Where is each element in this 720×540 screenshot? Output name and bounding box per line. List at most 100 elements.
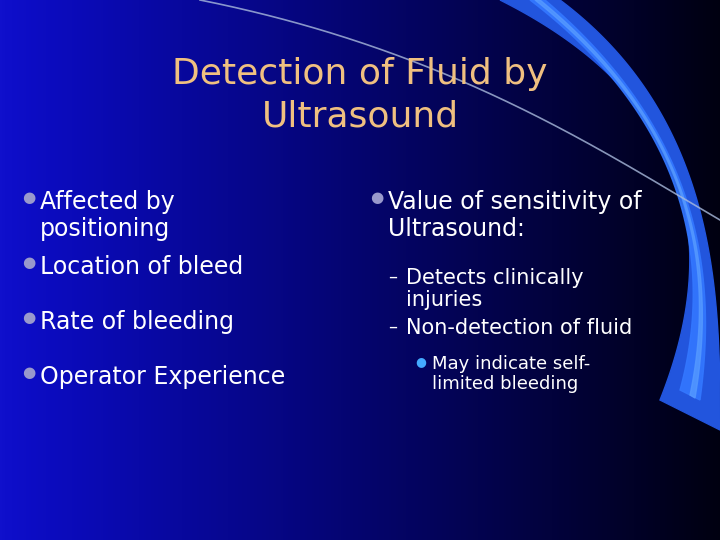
Text: ●: ● bbox=[22, 310, 35, 325]
Bar bbox=[293, 0, 296, 540]
Bar bbox=[574, 0, 577, 540]
Text: ●: ● bbox=[22, 190, 35, 205]
Bar bbox=[427, 0, 431, 540]
Bar bbox=[451, 0, 454, 540]
Bar bbox=[446, 0, 450, 540]
Bar bbox=[72, 0, 76, 540]
Bar bbox=[194, 0, 198, 540]
Bar bbox=[197, 0, 200, 540]
Bar bbox=[418, 0, 421, 540]
Bar bbox=[132, 0, 135, 540]
Bar bbox=[187, 0, 191, 540]
Bar bbox=[521, 0, 524, 540]
Bar bbox=[204, 0, 207, 540]
Bar bbox=[238, 0, 241, 540]
Bar bbox=[459, 0, 462, 540]
Bar bbox=[58, 0, 61, 540]
Bar bbox=[175, 0, 179, 540]
Bar bbox=[178, 0, 181, 540]
Bar bbox=[149, 0, 152, 540]
Bar bbox=[410, 0, 414, 540]
Bar bbox=[487, 0, 490, 540]
Bar bbox=[473, 0, 476, 540]
Bar bbox=[502, 0, 505, 540]
Bar bbox=[110, 0, 114, 540]
Text: May indicate self-
limited bleeding: May indicate self- limited bleeding bbox=[432, 355, 590, 393]
Bar bbox=[405, 0, 409, 540]
Bar bbox=[290, 0, 294, 540]
Bar bbox=[533, 0, 536, 540]
Bar bbox=[279, 0, 282, 540]
Bar bbox=[91, 0, 94, 540]
Bar bbox=[240, 0, 243, 540]
Bar bbox=[542, 0, 546, 540]
Bar bbox=[686, 0, 690, 540]
Bar bbox=[225, 0, 229, 540]
Bar bbox=[247, 0, 251, 540]
Bar bbox=[583, 0, 587, 540]
Bar bbox=[646, 0, 649, 540]
Bar bbox=[648, 0, 652, 540]
Bar bbox=[235, 0, 238, 540]
Bar bbox=[396, 0, 400, 540]
Bar bbox=[27, 0, 30, 540]
Bar bbox=[504, 0, 508, 540]
Bar bbox=[425, 0, 428, 540]
Bar bbox=[89, 0, 92, 540]
Bar bbox=[202, 0, 205, 540]
Bar bbox=[670, 0, 673, 540]
Bar bbox=[207, 0, 210, 540]
Bar bbox=[333, 0, 337, 540]
Bar bbox=[173, 0, 176, 540]
Bar bbox=[50, 0, 54, 540]
Bar bbox=[120, 0, 123, 540]
Bar bbox=[482, 0, 486, 540]
Bar bbox=[348, 0, 351, 540]
Bar bbox=[706, 0, 709, 540]
Bar bbox=[353, 0, 356, 540]
Bar bbox=[535, 0, 539, 540]
Bar bbox=[14, 0, 18, 540]
Bar bbox=[691, 0, 695, 540]
Bar bbox=[336, 0, 339, 540]
Bar bbox=[74, 0, 78, 540]
Bar bbox=[158, 0, 162, 540]
Bar bbox=[300, 0, 303, 540]
Bar bbox=[598, 0, 601, 540]
Bar bbox=[108, 0, 112, 540]
Bar bbox=[67, 0, 71, 540]
Bar bbox=[545, 0, 548, 540]
Polygon shape bbox=[535, 0, 702, 398]
Bar bbox=[454, 0, 457, 540]
Bar bbox=[420, 0, 423, 540]
Bar bbox=[626, 0, 630, 540]
Text: Rate of bleeding: Rate of bleeding bbox=[40, 310, 234, 334]
Bar bbox=[122, 0, 126, 540]
Bar bbox=[672, 0, 675, 540]
Bar bbox=[221, 0, 224, 540]
Bar bbox=[171, 0, 174, 540]
Bar bbox=[629, 0, 632, 540]
Bar bbox=[698, 0, 702, 540]
Bar bbox=[708, 0, 711, 540]
Bar bbox=[715, 0, 719, 540]
Bar bbox=[230, 0, 234, 540]
Bar bbox=[360, 0, 364, 540]
Bar bbox=[60, 0, 63, 540]
Bar bbox=[163, 0, 166, 540]
Bar bbox=[588, 0, 591, 540]
Bar bbox=[297, 0, 301, 540]
Bar bbox=[610, 0, 613, 540]
Bar bbox=[252, 0, 256, 540]
Bar bbox=[19, 0, 22, 540]
Bar bbox=[564, 0, 567, 540]
Bar bbox=[38, 0, 42, 540]
Bar bbox=[461, 0, 464, 540]
Bar bbox=[675, 0, 678, 540]
Bar bbox=[590, 0, 594, 540]
Bar bbox=[192, 0, 195, 540]
Bar bbox=[655, 0, 659, 540]
Bar bbox=[317, 0, 320, 540]
Bar bbox=[711, 0, 714, 540]
Bar bbox=[214, 0, 217, 540]
